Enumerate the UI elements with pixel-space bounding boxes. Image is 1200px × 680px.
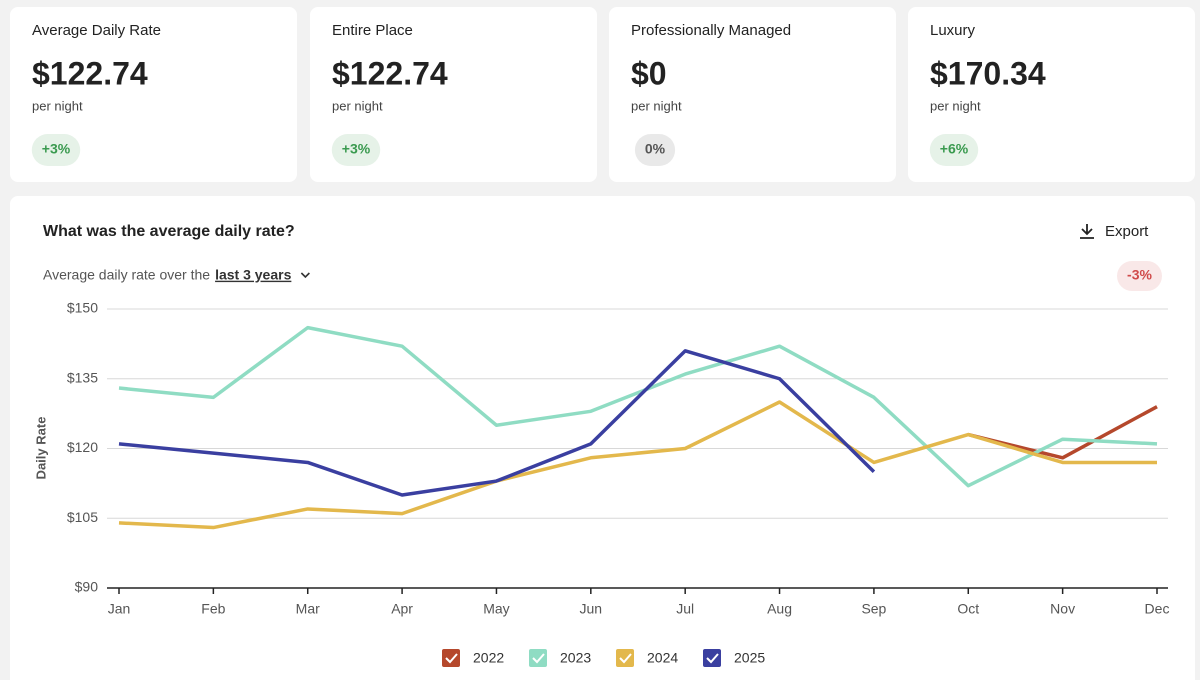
- x-tick-label: Sep: [861, 601, 886, 617]
- x-tick-label: Dec: [1145, 601, 1170, 617]
- export-button[interactable]: Export: [1080, 223, 1149, 240]
- legend-label: 2022: [473, 650, 504, 666]
- x-tick-label: Nov: [1050, 601, 1075, 617]
- card-title: Luxury: [930, 22, 976, 39]
- card-title: Entire Place: [332, 22, 413, 39]
- metric-card: [10, 7, 297, 182]
- y-tick-label: $105: [67, 509, 98, 525]
- legend-item[interactable]: 2024: [616, 649, 678, 667]
- x-tick-label: Jul: [676, 601, 694, 617]
- legend-checkbox: [703, 649, 721, 667]
- change-badge: [1117, 261, 1162, 291]
- card-unit: per night: [332, 98, 383, 113]
- period-label: last 3 years: [215, 267, 291, 283]
- legend-check: [706, 653, 719, 664]
- metric-card: [908, 7, 1195, 182]
- x-tick-label: Aug: [767, 601, 792, 617]
- legend-label: 2024: [647, 650, 678, 666]
- y-axis-label: Daily Rate: [33, 417, 48, 480]
- metric-card: [310, 7, 597, 182]
- chart-panel: [10, 196, 1195, 680]
- legend-label: 2025: [734, 650, 765, 666]
- legend-item[interactable]: 2025: [703, 649, 765, 667]
- series-line: [118, 400, 1157, 530]
- change-label: -3%: [1127, 267, 1152, 283]
- panel-subtitle: Average daily rate over the: [43, 267, 210, 283]
- x-tick-label: Feb: [201, 601, 225, 617]
- card-badge: [634, 134, 676, 166]
- card-badge-label: +3%: [342, 141, 371, 157]
- card-title: Average Daily Rate: [32, 22, 161, 39]
- card-unit: per night: [631, 98, 682, 113]
- legend-check: [445, 653, 458, 664]
- series-line: [118, 325, 1158, 488]
- legend-label: 2023: [560, 650, 591, 666]
- legend-check: [532, 653, 545, 664]
- card-title: Professionally Managed: [631, 22, 791, 39]
- card-badge: [31, 134, 81, 166]
- card-value: $170.34: [930, 55, 1046, 91]
- legend-checkbox: [442, 649, 460, 667]
- x-tick-label: Oct: [957, 601, 979, 617]
- export-icon: [1080, 224, 1094, 239]
- export-label: Export: [1105, 223, 1149, 240]
- card-badge: [929, 134, 979, 166]
- x-tick-label: Mar: [296, 601, 320, 617]
- card-value: $122.74: [32, 55, 148, 91]
- y-tick-label: $150: [67, 300, 98, 316]
- legend-check: [619, 653, 632, 664]
- y-tick-label: $120: [67, 439, 98, 455]
- x-tick-label: May: [483, 601, 509, 617]
- period-selector[interactable]: last 3 years: [215, 267, 310, 283]
- card-unit: per night: [930, 98, 981, 113]
- x-tick-label: Jan: [108, 601, 131, 617]
- card-value: $0: [631, 55, 667, 91]
- card-badge: [331, 134, 381, 166]
- panel-question: What was the average daily rate?: [43, 223, 295, 240]
- legend-item[interactable]: 2022: [442, 649, 504, 667]
- x-tick-label: Apr: [391, 601, 413, 617]
- card-value: $122.74: [332, 55, 448, 91]
- chevron-icon: [300, 272, 310, 279]
- y-tick-label: $135: [67, 369, 98, 385]
- card-unit: per night: [32, 98, 83, 113]
- series-line: [118, 349, 876, 497]
- card-badge-label: 0%: [645, 141, 666, 157]
- legend-checkbox: [529, 649, 547, 667]
- y-tick-label: $90: [75, 579, 99, 595]
- card-badge-label: +3%: [42, 141, 71, 157]
- x-tick-label: Jun: [580, 601, 603, 617]
- legend-checkbox: [616, 649, 634, 667]
- legend-item[interactable]: 2023: [529, 649, 591, 667]
- card-badge-label: +6%: [940, 141, 969, 157]
- metric-card: [609, 7, 896, 182]
